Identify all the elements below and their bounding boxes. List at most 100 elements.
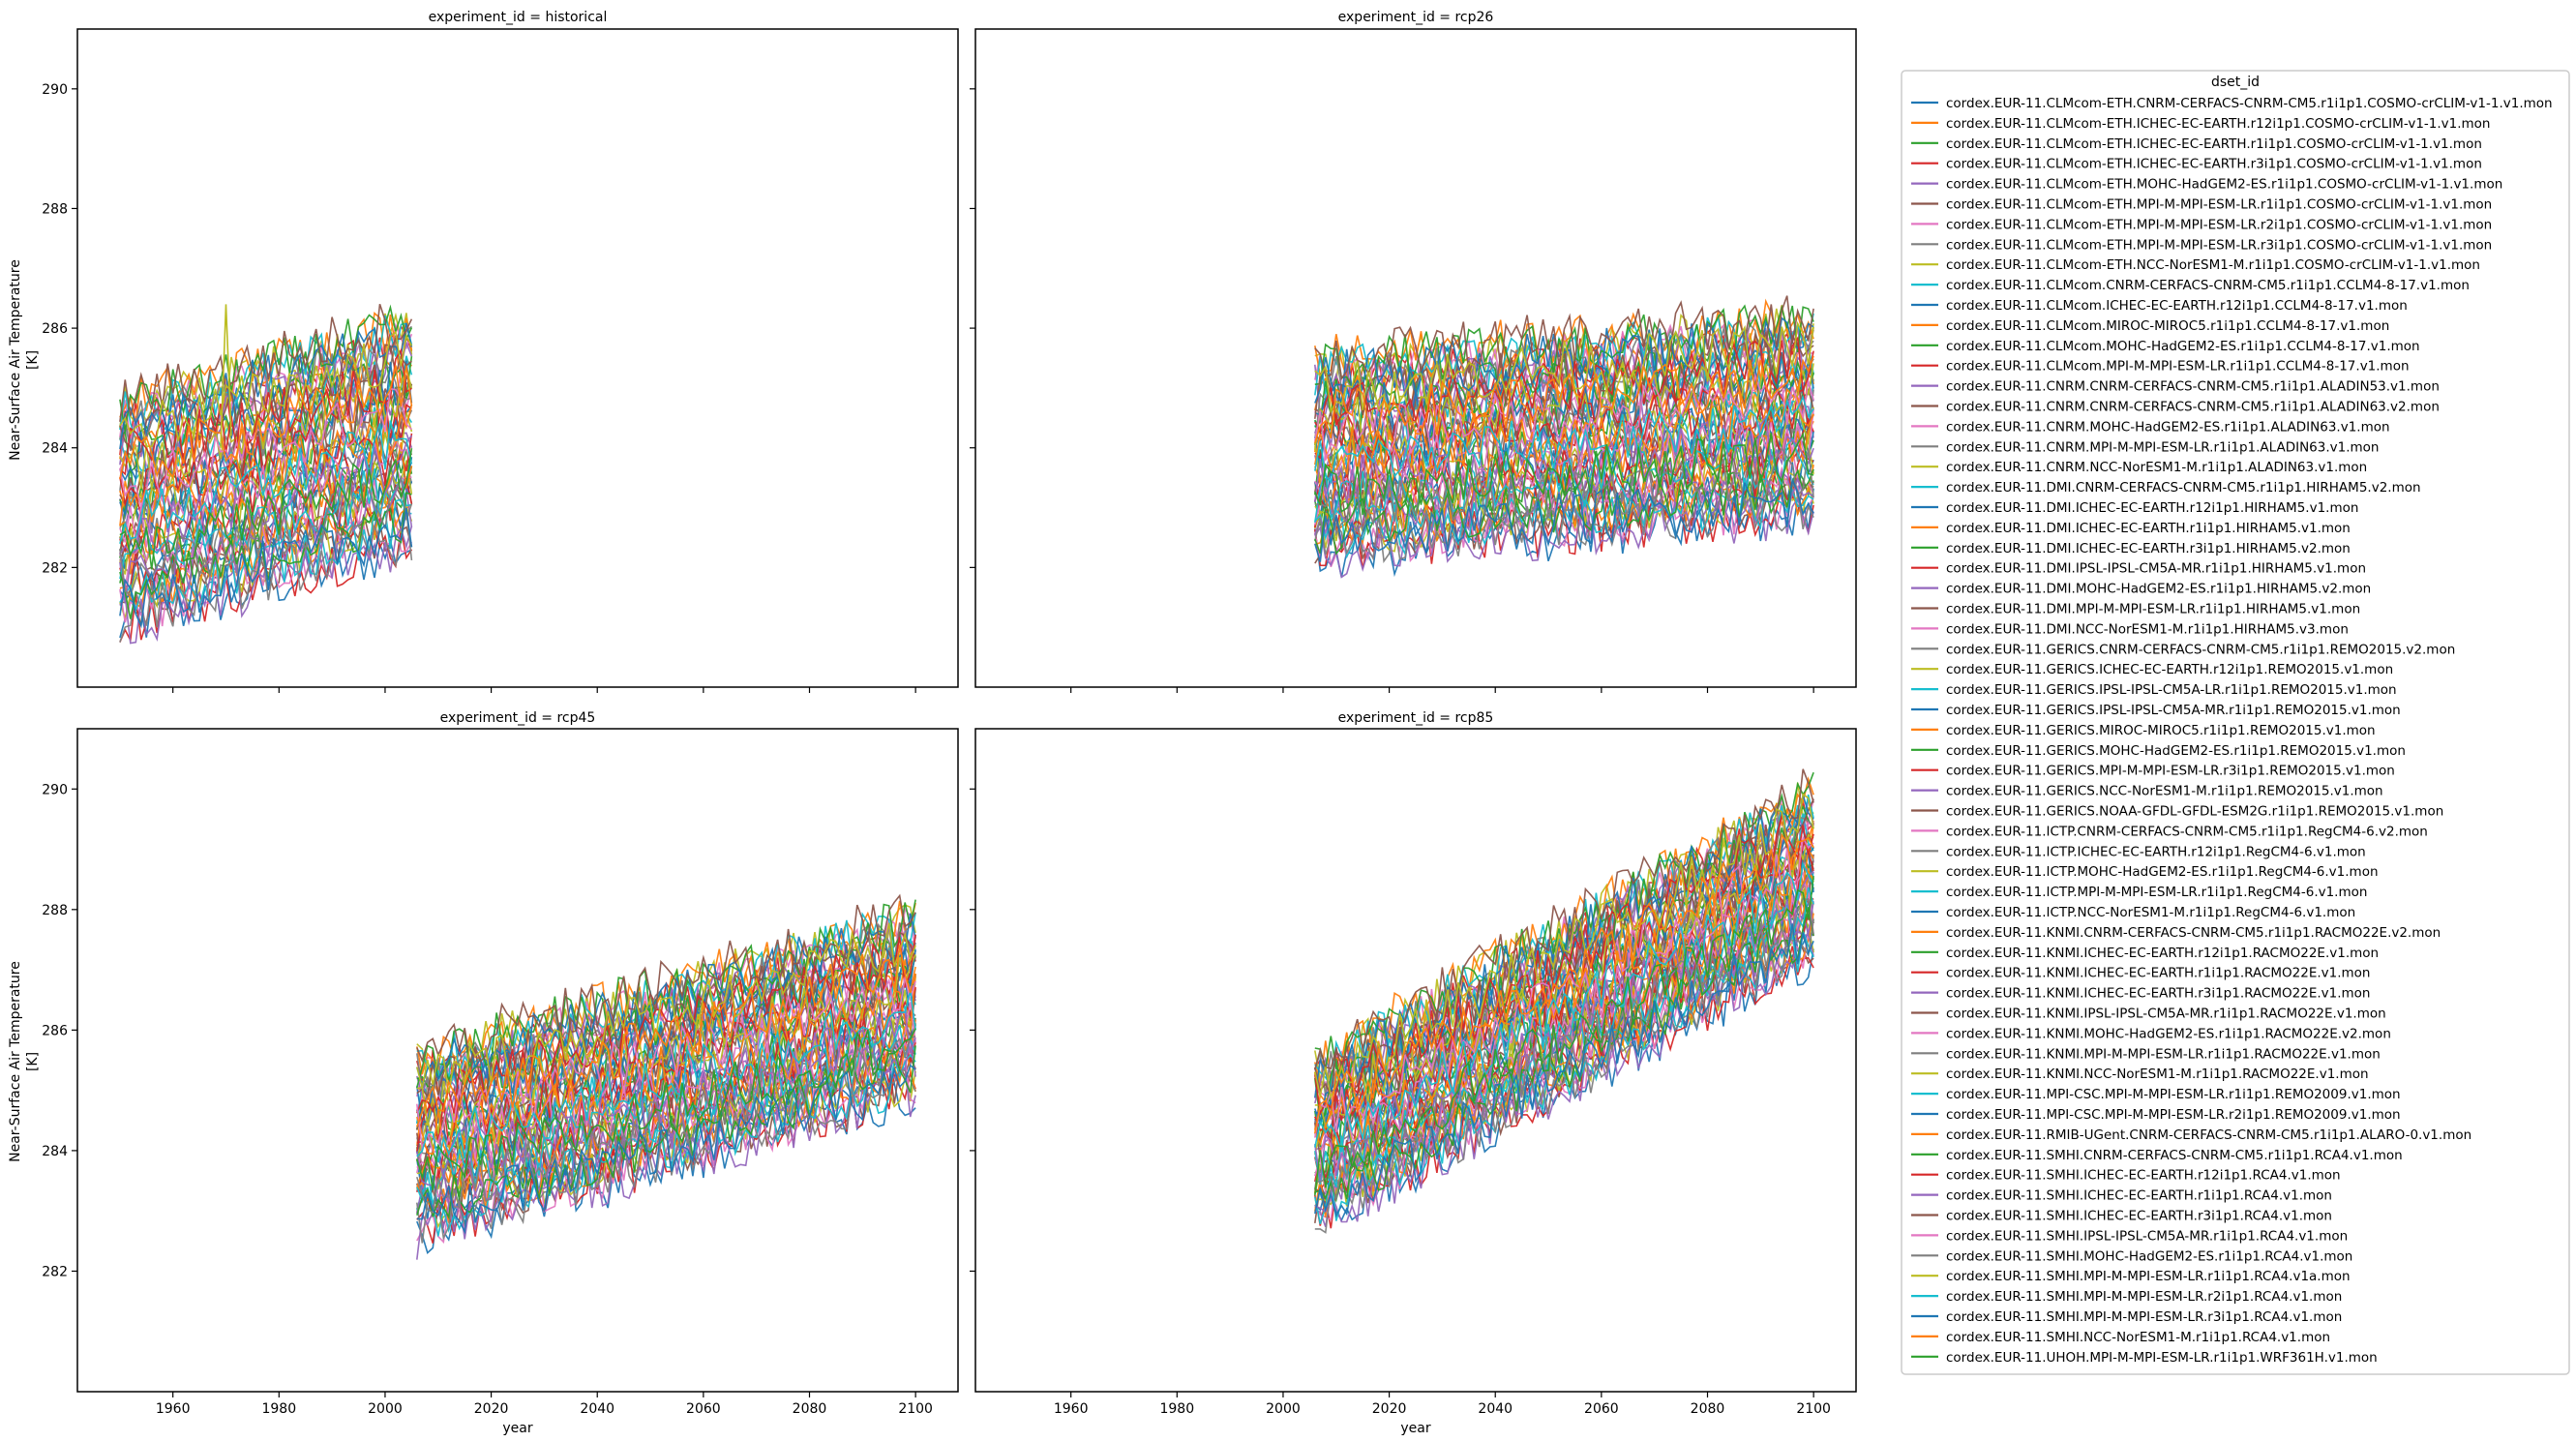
legend-entry-label: cordex.EUR-11.GERICS.CNRM-CERFACS-CNRM-C… — [1946, 642, 2455, 657]
legend-entry-label: cordex.EUR-11.RMIB-UGent.CNRM-CERFACS-CN… — [1946, 1127, 2471, 1143]
legend-entry-label: cordex.EUR-11.ICTP.NCC-NorESM1-M.r1i1p1.… — [1946, 905, 2355, 920]
legend-entry-label: cordex.EUR-11.KNMI.ICHEC-EC-EARTH.r1i1p1… — [1946, 966, 2371, 981]
legend-entry-label: cordex.EUR-11.SMHI.ICHEC-EC-EARTH.r3i1p1… — [1946, 1209, 2332, 1224]
legend-entry-label: cordex.EUR-11.CLMcom-ETH.ICHEC-EC-EARTH.… — [1946, 157, 2482, 172]
x-tick-label: 1960 — [1054, 1401, 1089, 1417]
series-line — [1314, 829, 1814, 1145]
series-line — [119, 330, 413, 448]
series-line — [1314, 482, 1814, 563]
series-line — [1314, 860, 1814, 1153]
series-line — [1314, 923, 1814, 1218]
panel-title-rcp85: experiment_id = rcp85 — [1338, 710, 1494, 726]
legend-entry-label: cordex.EUR-11.KNMI.ICHEC-EC-EARTH.r12i1p… — [1946, 946, 2379, 961]
legend-entry-label: cordex.EUR-11.DMI.NCC-NorESM1-M.r1i1p1.H… — [1946, 621, 2349, 637]
series-line — [416, 974, 916, 1152]
series-line — [119, 420, 413, 545]
y-tick-label: 282 — [42, 560, 68, 576]
series-line — [1314, 488, 1814, 579]
x-tick-label: 2100 — [1796, 1401, 1831, 1417]
legend-entry-label: cordex.EUR-11.DMI.IPSL-IPSL-CM5A-MR.r1i1… — [1946, 561, 2366, 577]
series-line — [1314, 394, 1814, 485]
panel-frame-historical — [76, 28, 959, 688]
panel-frame-rcp45 — [76, 728, 959, 1393]
legend-entry-label: cordex.EUR-11.CLMcom.CNRM-CERFACS-CNRM-C… — [1946, 278, 2470, 293]
legend-entry-label: cordex.EUR-11.UHOH.MPI-M-MPI-ESM-LR.r1i1… — [1946, 1350, 2378, 1366]
series-line — [1314, 387, 1814, 475]
legend-entry-label: cordex.EUR-11.CLMcom-ETH.CNRM-CERFACS-CN… — [1946, 96, 2553, 111]
legend-entry-label: cordex.EUR-11.CLMcom-ETH.MPI-M-MPI-ESM-L… — [1946, 197, 2492, 213]
legend-entry-label: cordex.EUR-11.KNMI.CNRM-CERFACS-CNRM-CM5… — [1946, 925, 2441, 941]
x-tick-label: 2060 — [1584, 1401, 1619, 1417]
legend-entry-label: cordex.EUR-11.ICTP.MPI-M-MPI-ESM-LR.r1i1… — [1946, 885, 2367, 900]
legend-entry-label: cordex.EUR-11.MPI-CSC.MPI-M-MPI-ESM-LR.r… — [1946, 1107, 2401, 1123]
series-line — [1314, 476, 1814, 562]
y-axis-label-bottom-line2: [K] — [25, 1052, 41, 1071]
series-line — [416, 1064, 916, 1235]
x-tick-label: 2000 — [368, 1401, 403, 1417]
x-tick-label: 1980 — [261, 1401, 296, 1417]
legend-entry-label: cordex.EUR-11.SMHI.MPI-M-MPI-ESM-LR.r3i1… — [1946, 1309, 2342, 1325]
x-tick-label: 2000 — [1266, 1401, 1301, 1417]
legend-entry-label: cordex.EUR-11.CLMcom.ICHEC-EC-EARTH.r12i… — [1946, 298, 2408, 314]
y-tick-label: 282 — [42, 1264, 68, 1279]
legend-entry-label: cordex.EUR-11.GERICS.ICHEC-EC-EARTH.r12i… — [1946, 662, 2393, 677]
series-line — [1314, 876, 1814, 1196]
x-tick-label: 2040 — [1478, 1401, 1513, 1417]
series-line — [1314, 355, 1814, 444]
y-tick-label: 288 — [42, 201, 68, 217]
series-line — [416, 976, 916, 1149]
series-lines — [119, 295, 1814, 1260]
y-tick-label: 284 — [42, 441, 68, 457]
series-line — [1314, 793, 1814, 1100]
x-tick-label: 2080 — [1691, 1401, 1725, 1417]
y-tick-label: 286 — [42, 321, 68, 337]
x-tick-label: 2100 — [898, 1401, 933, 1417]
legend-entry-label: cordex.EUR-11.CLMcom.MIROC-MIROC5.r1i1p1… — [1946, 318, 2389, 334]
legend-entry-label: cordex.EUR-11.KNMI.MOHC-HadGEM2-ES.r1i1p… — [1946, 1026, 2391, 1041]
x-axis-label-right: year — [1400, 1421, 1430, 1436]
series-line — [1314, 815, 1814, 1117]
panel-title-historical: experiment_id = historical — [429, 10, 608, 25]
series-line — [1314, 776, 1814, 1086]
legend-entry-label: cordex.EUR-11.SMHI.MPI-M-MPI-ESM-LR.r1i1… — [1946, 1269, 2351, 1284]
legend-entry-label: cordex.EUR-11.DMI.MPI-M-MPI-ESM-LR.r1i1p… — [1946, 602, 2360, 617]
legend-entry-label: cordex.EUR-11.CLMcom-ETH.ICHEC-EC-EARTH.… — [1946, 136, 2482, 152]
legend-entry-label: cordex.EUR-11.CLMcom-ETH.ICHEC-EC-EARTH.… — [1946, 116, 2491, 132]
series-line — [1314, 432, 1814, 516]
legend-entry-label: cordex.EUR-11.CLMcom.MOHC-HadGEM2-ES.r1i… — [1946, 339, 2420, 354]
legend-entry-label: cordex.EUR-11.GERICS.MPI-M-MPI-ESM-LR.r3… — [1946, 764, 2395, 779]
y-tick-label: 286 — [42, 1023, 68, 1038]
y-tick-label: 284 — [42, 1144, 68, 1159]
legend-entry-label: cordex.EUR-11.ICTP.ICHEC-EC-EARTH.r12i1p… — [1946, 844, 2366, 859]
legend-entry-label: cordex.EUR-11.DMI.ICHEC-EC-EARTH.r3i1p1.… — [1946, 541, 2351, 556]
legend-entry-label: cordex.EUR-11.CLMcom-ETH.MPI-M-MPI-ESM-L… — [1946, 237, 2492, 253]
legend-entry-label: cordex.EUR-11.GERICS.NOAA-GFDL-GFDL-ESM2… — [1946, 804, 2443, 820]
y-tick-label: 290 — [42, 782, 68, 797]
series-line — [416, 893, 916, 1064]
legend-entry-label: cordex.EUR-11.SMHI.NCC-NorESM1-M.r1i1p1.… — [1946, 1330, 2330, 1345]
series-line — [416, 945, 916, 1127]
legend-entry-label: cordex.EUR-11.CNRM.MOHC-HadGEM2-ES.r1i1p… — [1946, 419, 2390, 435]
legend-entry-label: cordex.EUR-11.CLMcom-ETH.MPI-M-MPI-ESM-L… — [1946, 217, 2492, 232]
legend-entry-label: cordex.EUR-11.CLMcom-ETH.MOHC-HadGEM2-ES… — [1946, 177, 2502, 193]
legend-entry-label: cordex.EUR-11.KNMI.NCC-NorESM1-M.r1i1p1.… — [1946, 1066, 2369, 1082]
y-axis-label-bottom-line1: Near-Surface Air Temperature — [8, 961, 23, 1162]
legend-entry-label: cordex.EUR-11.KNMI.IPSL-IPSL-CM5A-MR.r1i… — [1946, 1006, 2386, 1022]
series-line — [1314, 795, 1814, 1098]
y-tick-label: 288 — [42, 903, 68, 918]
series-line — [1314, 295, 1814, 381]
series-line — [1314, 832, 1814, 1134]
legend-entry-label: cordex.EUR-11.DMI.ICHEC-EC-EARTH.r1i1p1.… — [1946, 521, 2351, 536]
legend-entries: cordex.EUR-11.CLMcom-ETH.CNRM-CERFACS-CN… — [1911, 96, 2553, 1366]
axis-ticks: 282 284 286 288 290 1960 1980 2000 2020 2040 2060 2… — [42, 82, 1831, 1417]
legend-entry-label: cordex.EUR-11.MPI-CSC.MPI-M-MPI-ESM-LR.r… — [1946, 1087, 2401, 1102]
x-tick-label: 2020 — [474, 1401, 509, 1417]
series-line — [119, 365, 413, 480]
series-line — [119, 510, 413, 643]
legend-entry-label: cordex.EUR-11.SMHI.CNRM-CERFACS-CNRM-CM5… — [1946, 1148, 2403, 1163]
series-line — [119, 447, 413, 570]
series-line — [1314, 838, 1814, 1145]
legend-entry-label: cordex.EUR-11.CLMcom-ETH.NCC-NorESM1-M.r… — [1946, 257, 2480, 273]
series-line — [119, 325, 412, 452]
panel-frame-rcp26 — [974, 28, 1857, 688]
